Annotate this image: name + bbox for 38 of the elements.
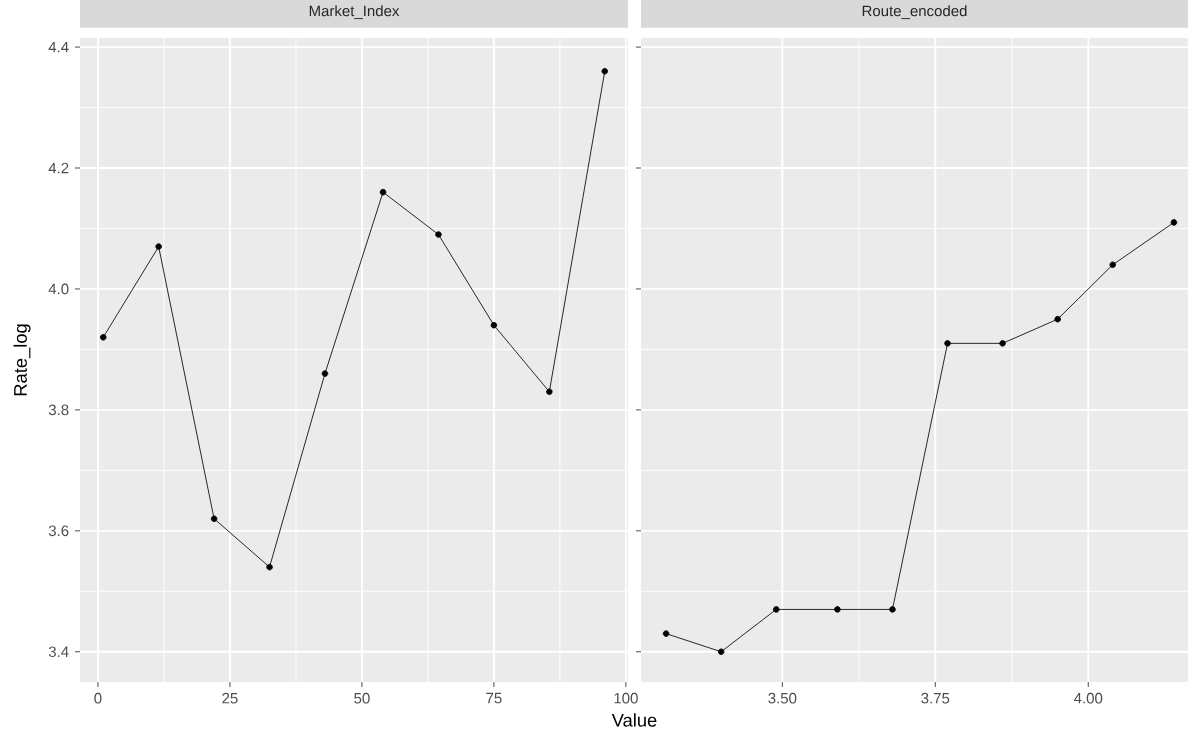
point: [999, 340, 1006, 347]
x-tick-label: 4.00: [1074, 692, 1103, 704]
point: [1054, 315, 1061, 323]
point: [321, 370, 329, 377]
point: [435, 231, 442, 238]
x-tick-label: 50: [354, 692, 370, 704]
chart-title: Market_Index: [309, 5, 400, 20]
point: [889, 606, 896, 613]
point: [1170, 219, 1178, 226]
point: [662, 630, 670, 637]
point: [99, 334, 107, 341]
point: [266, 563, 273, 571]
x-axis-title: Value: [611, 713, 657, 727]
point: [834, 606, 841, 613]
x-tick-label: 3.50: [768, 692, 797, 704]
point: [601, 68, 609, 75]
x-tick-label: 0: [94, 692, 102, 704]
point: [1109, 261, 1116, 268]
x-tick-label: 3.75: [921, 692, 950, 704]
x-tick-label: 25: [222, 692, 238, 704]
y-tick-label: 4.4: [48, 41, 69, 53]
point: [210, 515, 218, 522]
point: [944, 340, 951, 347]
y-tick-label: 3.6: [48, 525, 69, 537]
y-tick-label: 4.2: [48, 162, 69, 174]
y-tick-label: 3.4: [48, 646, 69, 658]
x-tick-label: 75: [486, 692, 502, 704]
y-tick-label: 4.0: [48, 283, 69, 295]
chart-title: Route_encoded: [862, 5, 967, 20]
point: [155, 243, 162, 250]
point: [546, 388, 553, 395]
point: [717, 648, 725, 656]
point: [772, 606, 780, 613]
y-tick-label: 3.8: [48, 404, 69, 416]
point: [379, 188, 387, 196]
y-axis-title: Rate_log: [13, 324, 31, 396]
point: [490, 321, 498, 329]
x-tick-label: 100: [614, 692, 638, 704]
